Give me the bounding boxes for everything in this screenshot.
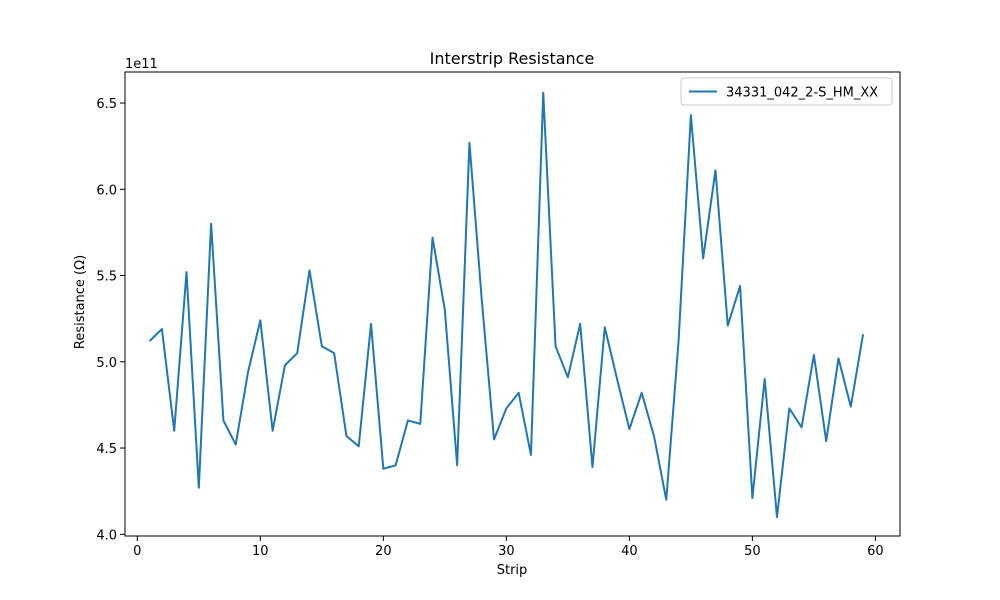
x-tick-label: 50 xyxy=(744,544,761,559)
y-tick-label: 5.0 xyxy=(96,356,117,371)
legend: 34331_042_2-S_HM_XX xyxy=(680,77,893,106)
x-axis-label: Strip xyxy=(497,563,528,578)
y-tick-label: 4.5 xyxy=(96,442,117,457)
x-tick-label: 60 xyxy=(867,544,884,559)
y-tick-label: 4.0 xyxy=(96,528,117,543)
y-tick-label: 5.5 xyxy=(96,270,117,285)
x-tick-label: 0 xyxy=(133,544,141,559)
y-tick-label: 6.0 xyxy=(96,183,117,198)
legend-label: 34331_042_2-S_HM_XX xyxy=(726,86,878,101)
chart-title: Interstrip Resistance xyxy=(430,49,595,68)
x-tick-label: 30 xyxy=(498,544,515,559)
x-tick-label: 10 xyxy=(252,544,269,559)
x-tick-label: 40 xyxy=(621,544,638,559)
y-tick-label: 6.5 xyxy=(96,97,117,112)
series-line-0 xyxy=(148,91,865,519)
legend-box xyxy=(680,77,893,106)
plot-area: 0 10 20 30 40 50 60 4.0 4.5 5.0 5.5 6.0 6.5 xyxy=(96,71,901,559)
axes-frame xyxy=(124,71,901,537)
y-axis-label: Resistance (Ω) xyxy=(73,255,88,349)
x-tick-label: 20 xyxy=(375,544,392,559)
y-offset-label: 1e11 xyxy=(125,57,158,72)
